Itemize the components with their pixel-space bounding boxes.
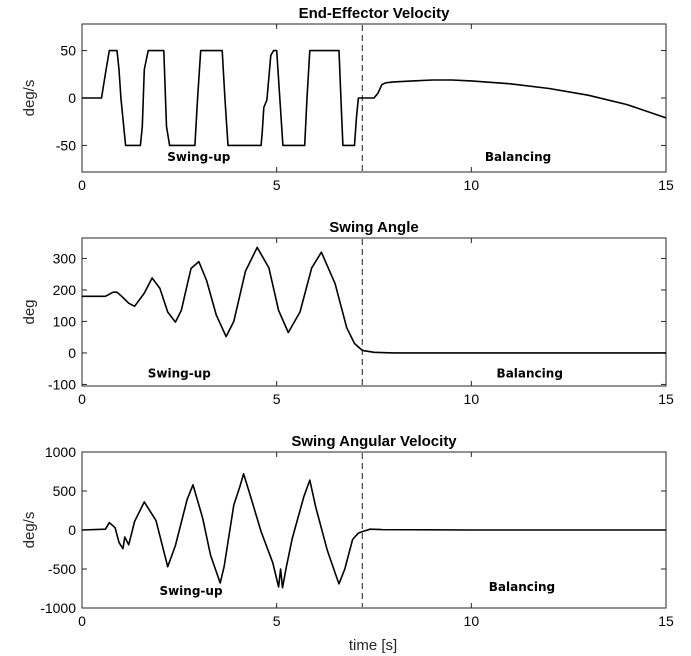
chart-3-ylabel: deg/s [21,512,38,549]
chart-2-title: Swing Angle [329,219,418,236]
chart-1-ytick-label: -50 [56,137,76,153]
chart-1-ytick-label: 50 [60,43,76,59]
chart-1-ylabel: deg/s [21,80,38,117]
chart-3-ytick-label: 1000 [45,444,76,460]
chart-3-xtick-label: 0 [78,613,86,629]
chart-2-ytick-label: 200 [53,282,77,298]
figure-xlabel: time [s] [349,637,397,654]
chart-3-title: Swing Angular Velocity [291,433,457,450]
chart-3: Swing Angular Velocity deg/s 0 5 10 15 1000 500… [21,433,674,629]
chart-1-annotation: Swing-up [167,150,230,164]
chart-1-ytick-label: 0 [68,90,76,106]
chart-3-ytick-label: -1000 [40,600,76,616]
chart-1-xtick-label: 10 [464,177,480,193]
chart-1-series-line [82,49,667,147]
chart-3-xtick-label: 15 [658,613,674,629]
chart-2-xtick-label: 0 [78,391,86,407]
chart-3-ytick-label: 500 [53,483,77,499]
chart-2-ytick-label: 100 [53,313,77,329]
chart-3-ytick-label: -500 [48,561,76,577]
chart-2-annotation: Swing-up [148,366,211,380]
chart-3-annotation: Swing-up [159,584,222,598]
chart-1-xtick-label: 0 [78,177,86,193]
chart-2-xtick-label: 15 [658,391,674,407]
chart-3-xtick-label: 5 [273,613,281,629]
chart-2-ylabel: deg [21,299,38,324]
chart-1-annotation: Balancing [485,150,551,164]
chart-2-axes-box [81,237,667,387]
chart-1-xtick-label: 15 [658,177,674,193]
chart-2-ytick-label: 300 [53,250,77,266]
chart-3-xtick-label: 10 [464,613,480,629]
chart-1-title: End-Effector Velocity [299,5,451,22]
chart-1-xtick-label: 5 [273,177,281,193]
chart-2-ytick-label: 0 [68,345,76,361]
chart-2-annotation: Balancing [497,366,563,380]
chart-2-xtick-label: 5 [273,391,281,407]
chart-2-series-line [82,246,666,354]
chart-3-series-line [81,472,666,589]
chart-3-annotation: Balancing [489,580,555,594]
chart-2-ytick-label: -100 [48,376,76,392]
chart-3-ytick-label: 0 [68,522,76,538]
chart-2-xtick-label: 10 [464,391,480,407]
chart-1: End-Effector Velocity deg/s 0 5 10 15 50 0 -50 Sw… [21,5,674,193]
